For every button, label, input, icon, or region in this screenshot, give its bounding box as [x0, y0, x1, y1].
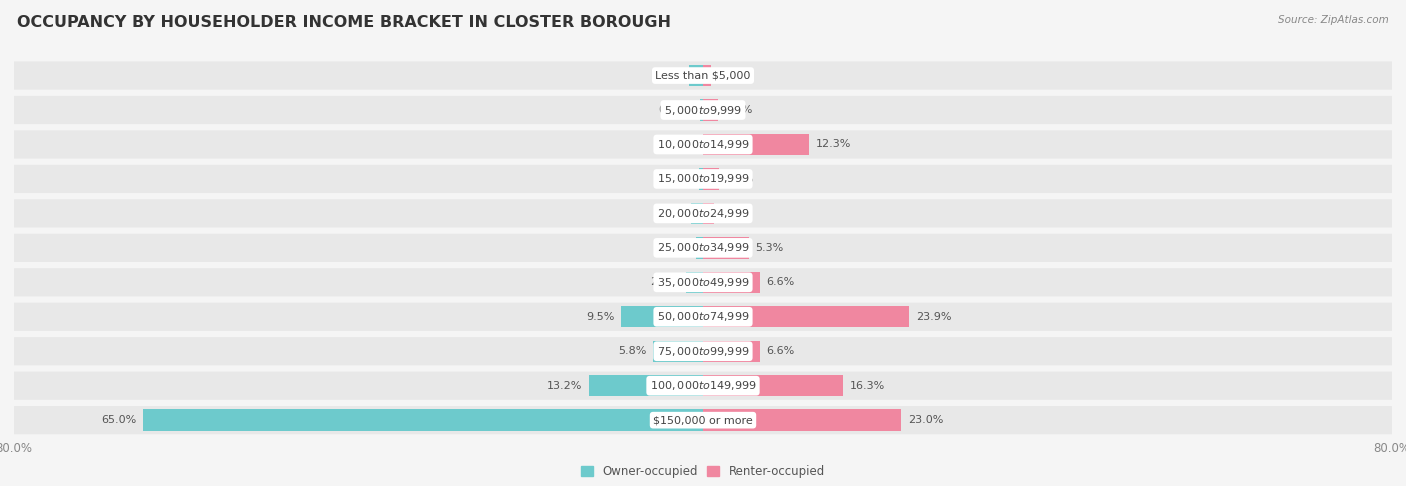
Text: 0.95%: 0.95%: [718, 70, 754, 81]
Text: $10,000 to $14,999: $10,000 to $14,999: [657, 138, 749, 151]
Text: 0.32%: 0.32%: [658, 105, 693, 115]
Text: 23.9%: 23.9%: [915, 312, 952, 322]
Bar: [703, 272, 759, 293]
Bar: [689, 65, 703, 86]
FancyBboxPatch shape: [14, 234, 1392, 262]
Bar: [703, 99, 717, 121]
Text: Source: ZipAtlas.com: Source: ZipAtlas.com: [1278, 15, 1389, 25]
Text: 1.7%: 1.7%: [724, 105, 752, 115]
Bar: [699, 168, 703, 190]
Text: 0.41%: 0.41%: [657, 174, 693, 184]
Text: 1.6%: 1.6%: [654, 70, 682, 81]
Text: 12.3%: 12.3%: [815, 139, 851, 150]
Bar: [621, 306, 703, 328]
Text: $150,000 or more: $150,000 or more: [654, 415, 752, 425]
Text: 2.0%: 2.0%: [651, 278, 679, 287]
Text: Less than $5,000: Less than $5,000: [655, 70, 751, 81]
Bar: [700, 99, 703, 121]
Text: 16.3%: 16.3%: [851, 381, 886, 391]
Text: 65.0%: 65.0%: [101, 415, 136, 425]
Text: 5.8%: 5.8%: [617, 346, 647, 356]
Bar: [703, 375, 844, 397]
Text: $50,000 to $74,999: $50,000 to $74,999: [657, 310, 749, 323]
Text: 1.3%: 1.3%: [721, 208, 749, 218]
Bar: [589, 375, 703, 397]
Bar: [690, 203, 703, 224]
FancyBboxPatch shape: [14, 268, 1392, 296]
Text: $75,000 to $99,999: $75,000 to $99,999: [657, 345, 749, 358]
Text: 1.9%: 1.9%: [727, 174, 755, 184]
Bar: [652, 341, 703, 362]
Text: 6.6%: 6.6%: [766, 346, 794, 356]
FancyBboxPatch shape: [14, 165, 1392, 193]
Bar: [703, 237, 748, 259]
Text: 0.0%: 0.0%: [668, 139, 696, 150]
FancyBboxPatch shape: [14, 130, 1392, 158]
FancyBboxPatch shape: [14, 61, 1392, 90]
FancyBboxPatch shape: [14, 303, 1392, 331]
Bar: [703, 134, 808, 155]
Bar: [703, 168, 720, 190]
Bar: [696, 237, 703, 259]
Text: 5.3%: 5.3%: [755, 243, 783, 253]
Text: 1.4%: 1.4%: [655, 208, 685, 218]
Bar: [686, 272, 703, 293]
Text: $100,000 to $149,999: $100,000 to $149,999: [650, 379, 756, 392]
Text: 9.5%: 9.5%: [586, 312, 614, 322]
Bar: [703, 306, 908, 328]
Text: $5,000 to $9,999: $5,000 to $9,999: [664, 104, 742, 117]
Bar: [703, 341, 759, 362]
Text: 13.2%: 13.2%: [547, 381, 582, 391]
Text: $15,000 to $19,999: $15,000 to $19,999: [657, 173, 749, 186]
FancyBboxPatch shape: [14, 96, 1392, 124]
Text: $20,000 to $24,999: $20,000 to $24,999: [657, 207, 749, 220]
Text: 6.6%: 6.6%: [766, 278, 794, 287]
FancyBboxPatch shape: [14, 337, 1392, 365]
FancyBboxPatch shape: [14, 372, 1392, 400]
Text: 0.87%: 0.87%: [654, 243, 689, 253]
FancyBboxPatch shape: [14, 406, 1392, 434]
Bar: [143, 410, 703, 431]
Bar: [703, 65, 711, 86]
Text: 23.0%: 23.0%: [908, 415, 943, 425]
Text: $35,000 to $49,999: $35,000 to $49,999: [657, 276, 749, 289]
Text: $25,000 to $34,999: $25,000 to $34,999: [657, 242, 749, 254]
FancyBboxPatch shape: [14, 199, 1392, 227]
Text: OCCUPANCY BY HOUSEHOLDER INCOME BRACKET IN CLOSTER BOROUGH: OCCUPANCY BY HOUSEHOLDER INCOME BRACKET …: [17, 15, 671, 30]
Bar: [703, 203, 714, 224]
Legend: Owner-occupied, Renter-occupied: Owner-occupied, Renter-occupied: [576, 460, 830, 483]
Bar: [703, 410, 901, 431]
